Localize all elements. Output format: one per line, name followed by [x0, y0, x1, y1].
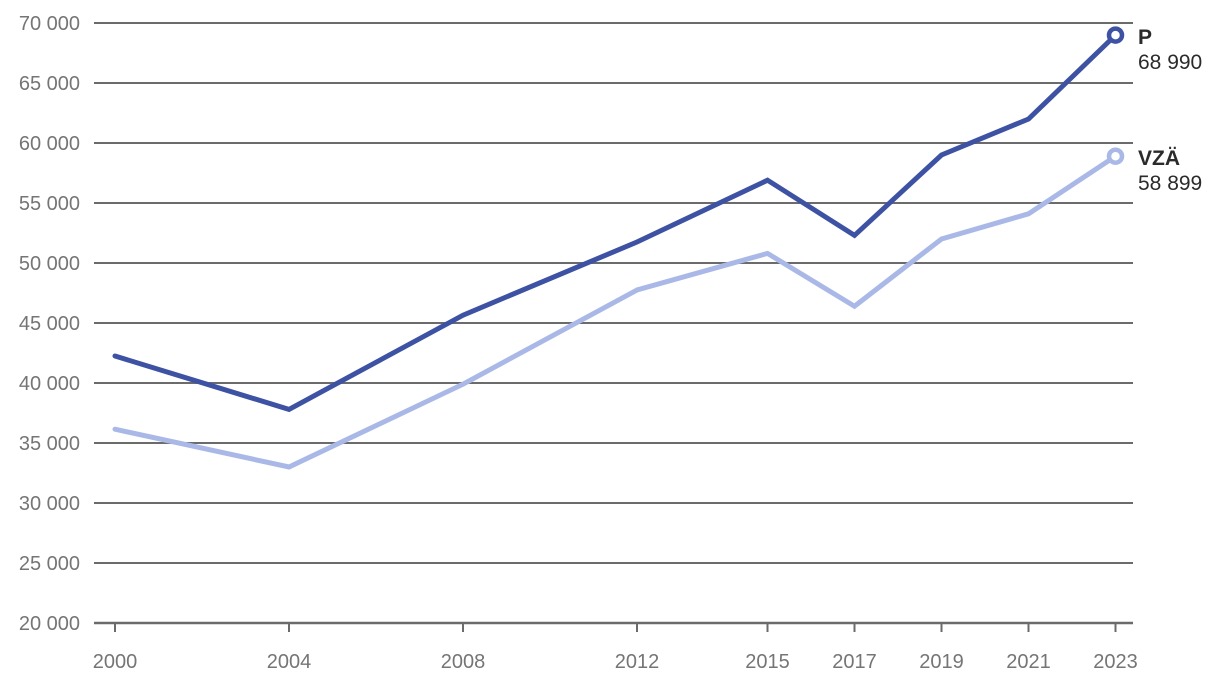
y-tick-label: 35 000	[19, 433, 80, 455]
x-tick-label: 2021	[1006, 651, 1051, 673]
y-tick-label: 30 000	[19, 493, 80, 515]
series-end-marker-p	[1106, 26, 1125, 44]
y-tick-label: 25 000	[19, 553, 80, 575]
y-tick-label: 60 000	[19, 133, 80, 155]
y-tick-label: 65 000	[19, 73, 80, 95]
x-tick-label: 2000	[93, 651, 138, 673]
series-end-name-vza: VZÄ	[1138, 147, 1180, 170]
series-line-vza	[112, 153, 1118, 470]
y-tick-label: 55 000	[19, 193, 80, 215]
series-end-name-p: P	[1138, 26, 1152, 49]
series-line-p	[112, 32, 1118, 413]
x-tick-label: 2019	[919, 651, 964, 673]
x-tick-label: 2012	[615, 651, 660, 673]
y-tick-label: 45 000	[19, 313, 80, 335]
y-tick-label: 50 000	[19, 253, 80, 275]
y-tick-label: 70 000	[19, 13, 80, 35]
y-tick-label: 40 000	[19, 373, 80, 395]
x-tick-label: 2004	[267, 651, 312, 673]
x-tick-label: 2017	[832, 651, 877, 673]
series-end-value-vza: 58 899	[1138, 172, 1202, 195]
y-tick-label: 20 000	[19, 613, 80, 635]
series-end-value-p: 68 990	[1138, 51, 1202, 74]
x-tick-label: 2023	[1093, 651, 1138, 673]
x-tick-label: 2008	[441, 651, 486, 673]
series-end-marker-vza	[1106, 147, 1125, 165]
x-tick-label: 2015	[745, 651, 790, 673]
